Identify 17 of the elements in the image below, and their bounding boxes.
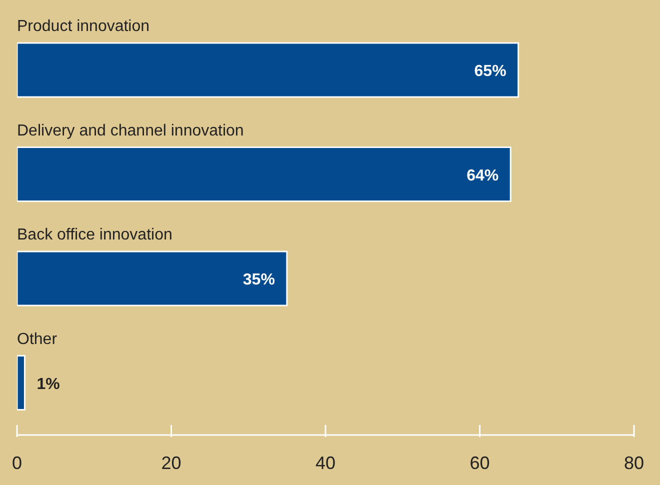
- data-label: 35%: [242, 272, 275, 288]
- x-tick-label: 60: [470, 453, 490, 473]
- y-tick-label: Back office innovation: [17, 226, 172, 244]
- data-label: 64%: [466, 167, 499, 184]
- bar: [17, 355, 26, 410]
- x-tick-label: 80: [624, 453, 644, 473]
- x-tick-label: 0: [12, 453, 22, 473]
- data-label: 1%: [36, 376, 60, 393]
- bar: [17, 42, 520, 98]
- bar: [17, 146, 512, 202]
- data-label: 65%: [474, 63, 506, 80]
- bar: [17, 250, 288, 306]
- y-tick-label: Other: [17, 330, 58, 348]
- y-tick-label: Delivery and channel innovation: [17, 122, 244, 140]
- x-tick-label: 40: [315, 453, 336, 473]
- y-tick-label: Product innovation: [17, 18, 150, 35]
- x-tick-label: 20: [161, 453, 182, 473]
